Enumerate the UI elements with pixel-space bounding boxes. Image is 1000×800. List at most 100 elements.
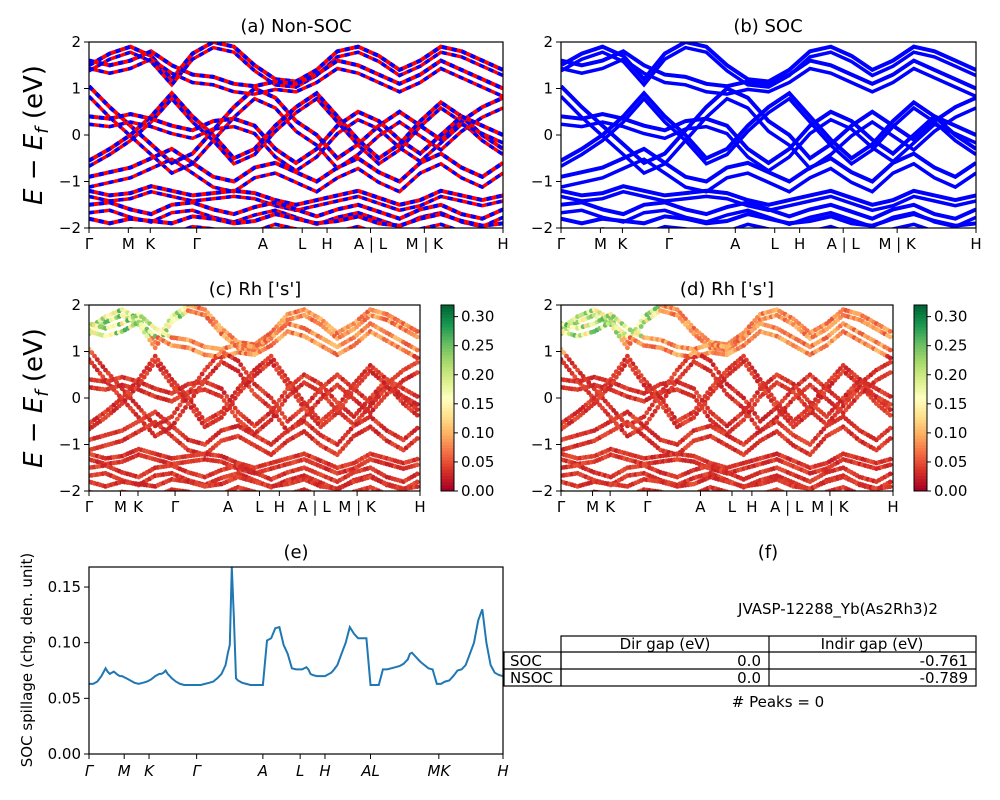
band-point [219, 492, 224, 497]
band-point [630, 367, 636, 372]
y-tick-label: 0 [543, 389, 553, 407]
band-point [232, 405, 238, 411]
band-point [708, 368, 713, 374]
band-point [564, 364, 569, 369]
band-point [362, 374, 368, 380]
band-line [561, 84, 976, 166]
colorbar-cell [441, 475, 454, 480]
x-tick-label: A | L [354, 235, 388, 253]
band-point [119, 401, 125, 406]
band-point [716, 382, 722, 388]
band-point [216, 492, 221, 497]
band-point [307, 398, 313, 404]
band-point [127, 391, 133, 397]
band-point [619, 367, 625, 372]
band-point [672, 371, 677, 377]
colorbar-frame [913, 304, 928, 492]
colorbar-cell [441, 478, 454, 483]
band-point [597, 395, 603, 400]
band-point [677, 364, 683, 370]
band-point [310, 395, 315, 401]
colorbar-cell [441, 438, 454, 442]
band-point [97, 371, 103, 376]
colorbar-cell [914, 456, 927, 461]
table-row-nsoc-label: NSOC [510, 669, 553, 687]
band-point [221, 390, 227, 395]
band-point [365, 371, 370, 377]
band-point [672, 493, 677, 498]
band-point [887, 334, 893, 340]
band-point [296, 398, 301, 403]
band-point [282, 415, 288, 420]
band-point [216, 352, 222, 357]
band-point [863, 493, 868, 498]
band-point [268, 395, 274, 401]
band-point [329, 394, 335, 399]
x-tick-label: K [605, 498, 616, 516]
band-point [843, 407, 849, 413]
band-point [276, 397, 282, 403]
band-point [796, 387, 802, 393]
band-point [354, 384, 359, 389]
colorbar-cell [441, 481, 454, 486]
band-point [216, 362, 222, 368]
band-point [238, 362, 244, 368]
band-point [186, 489, 191, 491]
band-point [268, 353, 274, 359]
band-point [92, 353, 97, 359]
band-point [840, 410, 846, 416]
band-point [788, 421, 793, 427]
band-point [343, 432, 348, 438]
band-point [821, 426, 827, 432]
band-point [150, 341, 155, 347]
colorbar-cell [914, 432, 927, 436]
x-tick-label: Γ [85, 235, 94, 253]
colorbar-cell [441, 453, 454, 458]
band-point [741, 353, 746, 359]
band-point [616, 371, 622, 376]
band-point [887, 425, 893, 431]
band-point [887, 402, 893, 407]
band-point [799, 398, 805, 404]
axes-frame [88, 304, 421, 492]
band-point [274, 401, 279, 407]
band-line-dash [89, 222, 458, 228]
band-point [414, 347, 420, 353]
colorbar-cell [441, 363, 454, 368]
band-point [625, 353, 630, 359]
band-point [829, 415, 835, 421]
band-point [567, 492, 572, 497]
colorbar-cell [914, 487, 927, 492]
band-point [815, 432, 821, 438]
band-line-dash [89, 95, 503, 176]
colorbar-tick-label: 0.05 [461, 453, 494, 471]
band-point [346, 492, 351, 497]
colorbar-cell [914, 416, 927, 421]
band-point [719, 379, 724, 385]
x-tick-label: M | K [338, 498, 377, 516]
band-point [597, 402, 603, 408]
band-point [414, 334, 420, 340]
table-row-nsoc-indir: -0.789 [920, 669, 968, 687]
band-line-dash [89, 184, 503, 207]
x-tick-label: M [586, 498, 599, 516]
colorbar-cell [914, 438, 927, 442]
colorbar-cell [441, 444, 454, 449]
band-point [274, 409, 279, 415]
band-point [103, 494, 108, 499]
band-point [669, 375, 675, 381]
band-point [793, 384, 799, 390]
band-point [276, 405, 282, 411]
colorbar-cell [914, 410, 927, 414]
band-point [407, 496, 412, 501]
band-point [807, 442, 813, 447]
band-point [144, 333, 150, 339]
colorbar-cell [914, 314, 927, 318]
band-point [835, 401, 841, 407]
band-point [326, 398, 332, 404]
band-point [696, 402, 702, 407]
band-point [782, 395, 788, 401]
x-tick-label: M [114, 498, 127, 516]
band-point [144, 371, 150, 376]
band-point [183, 405, 188, 410]
